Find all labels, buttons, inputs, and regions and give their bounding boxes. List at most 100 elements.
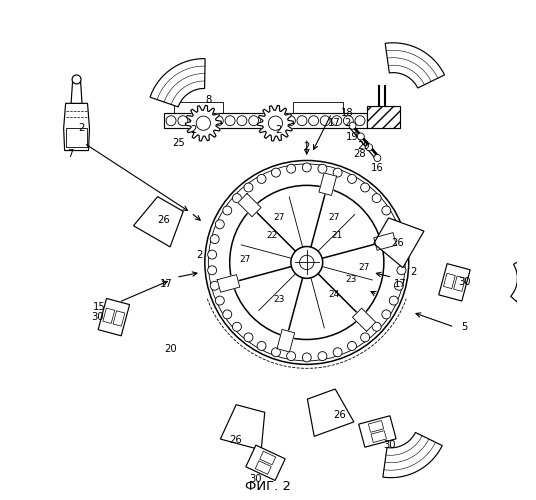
Polygon shape bbox=[353, 308, 376, 332]
Polygon shape bbox=[220, 404, 265, 450]
Circle shape bbox=[302, 163, 311, 172]
Circle shape bbox=[344, 116, 353, 126]
Text: 8: 8 bbox=[205, 95, 212, 105]
Polygon shape bbox=[103, 308, 115, 324]
Polygon shape bbox=[453, 276, 465, 291]
Circle shape bbox=[178, 116, 188, 126]
Text: 23: 23 bbox=[346, 276, 357, 284]
Bar bbox=[174, 102, 224, 114]
Circle shape bbox=[333, 168, 342, 177]
Circle shape bbox=[366, 144, 373, 150]
Circle shape bbox=[320, 116, 330, 126]
Circle shape bbox=[300, 256, 314, 270]
Circle shape bbox=[309, 116, 318, 126]
Text: 17: 17 bbox=[160, 279, 173, 289]
Circle shape bbox=[257, 342, 266, 350]
Circle shape bbox=[318, 352, 327, 360]
Circle shape bbox=[287, 164, 296, 173]
Text: 2: 2 bbox=[275, 124, 281, 134]
Text: 30: 30 bbox=[384, 440, 396, 450]
Circle shape bbox=[271, 168, 280, 177]
Circle shape bbox=[285, 116, 295, 126]
Polygon shape bbox=[374, 232, 396, 250]
Text: 16: 16 bbox=[371, 163, 384, 173]
Polygon shape bbox=[246, 445, 285, 480]
Text: 2: 2 bbox=[344, 118, 351, 128]
Circle shape bbox=[210, 282, 219, 290]
Text: 2: 2 bbox=[411, 268, 417, 278]
Text: ФИГ. 2: ФИГ. 2 bbox=[245, 480, 291, 492]
Polygon shape bbox=[238, 194, 261, 216]
Circle shape bbox=[72, 75, 81, 84]
Circle shape bbox=[397, 250, 406, 259]
Circle shape bbox=[287, 352, 296, 360]
Polygon shape bbox=[385, 43, 444, 88]
Circle shape bbox=[394, 282, 403, 290]
Text: 27: 27 bbox=[274, 213, 285, 222]
Circle shape bbox=[249, 116, 259, 126]
Circle shape bbox=[358, 133, 364, 140]
Text: 24: 24 bbox=[329, 290, 340, 299]
Text: 27: 27 bbox=[329, 213, 340, 222]
Text: 23: 23 bbox=[274, 295, 285, 304]
Bar bbox=[283, 114, 368, 128]
Circle shape bbox=[215, 296, 224, 305]
Bar bbox=[163, 114, 273, 128]
Text: 28: 28 bbox=[354, 149, 366, 159]
Polygon shape bbox=[443, 274, 455, 288]
Text: 20: 20 bbox=[165, 344, 177, 354]
Polygon shape bbox=[359, 416, 396, 447]
Text: 27: 27 bbox=[239, 256, 250, 264]
Polygon shape bbox=[150, 58, 205, 107]
Circle shape bbox=[233, 194, 241, 202]
Polygon shape bbox=[217, 274, 240, 292]
Circle shape bbox=[210, 234, 219, 244]
Circle shape bbox=[302, 353, 311, 362]
Circle shape bbox=[269, 116, 282, 130]
Polygon shape bbox=[64, 104, 90, 150]
Bar bbox=[66, 128, 87, 147]
Polygon shape bbox=[319, 173, 337, 196]
Circle shape bbox=[382, 206, 391, 215]
Polygon shape bbox=[307, 389, 354, 436]
Polygon shape bbox=[255, 461, 271, 474]
Circle shape bbox=[260, 116, 271, 126]
Circle shape bbox=[196, 116, 211, 130]
Circle shape bbox=[397, 266, 406, 274]
Polygon shape bbox=[185, 106, 221, 141]
Text: 29: 29 bbox=[357, 140, 370, 150]
Text: 18: 18 bbox=[341, 108, 354, 118]
Text: 27: 27 bbox=[358, 263, 370, 272]
Text: 5: 5 bbox=[461, 322, 467, 332]
Circle shape bbox=[166, 116, 176, 126]
Polygon shape bbox=[277, 330, 295, 352]
Circle shape bbox=[205, 160, 409, 364]
Text: 30: 30 bbox=[249, 474, 262, 484]
Circle shape bbox=[394, 234, 403, 244]
Circle shape bbox=[207, 250, 217, 259]
Circle shape bbox=[215, 220, 224, 229]
Circle shape bbox=[372, 322, 381, 331]
Text: 26: 26 bbox=[157, 215, 170, 225]
Text: 17: 17 bbox=[327, 118, 340, 128]
Polygon shape bbox=[383, 432, 442, 478]
Bar bbox=[293, 102, 343, 114]
Polygon shape bbox=[113, 311, 125, 326]
Text: 22: 22 bbox=[266, 230, 278, 239]
Circle shape bbox=[333, 348, 342, 356]
Circle shape bbox=[389, 296, 398, 305]
Circle shape bbox=[225, 116, 235, 126]
Text: 30: 30 bbox=[458, 278, 471, 287]
Circle shape bbox=[347, 174, 356, 184]
Circle shape bbox=[361, 183, 370, 192]
Polygon shape bbox=[511, 249, 536, 316]
Circle shape bbox=[223, 206, 232, 215]
Circle shape bbox=[237, 116, 247, 126]
Polygon shape bbox=[368, 420, 384, 432]
Polygon shape bbox=[374, 218, 424, 268]
Text: 25: 25 bbox=[172, 138, 185, 148]
Polygon shape bbox=[260, 452, 276, 465]
Circle shape bbox=[318, 164, 327, 173]
Circle shape bbox=[233, 322, 241, 331]
Circle shape bbox=[355, 116, 365, 126]
